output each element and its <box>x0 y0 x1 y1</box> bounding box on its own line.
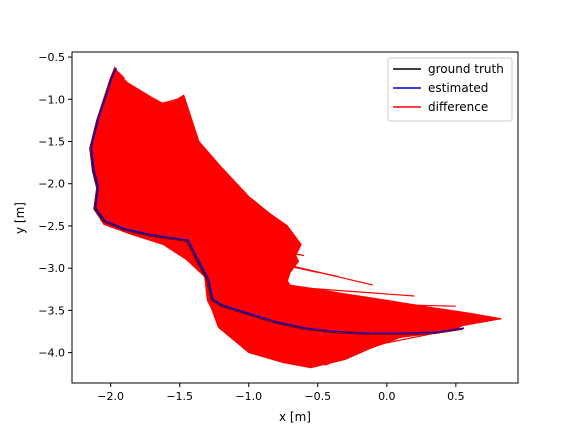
difference-segment <box>96 187 249 202</box>
legend-label-ground-truth: ground truth <box>428 62 504 76</box>
difference-lines <box>89 68 502 366</box>
difference-segment <box>211 299 456 307</box>
y-tick-label: −0.5 <box>38 51 65 64</box>
difference-segment <box>221 305 502 320</box>
difference-segment <box>331 331 353 354</box>
legend-box <box>387 57 513 122</box>
legend-label-difference: difference <box>428 100 488 114</box>
series-lines <box>89 67 465 335</box>
y-tick-label: −4.0 <box>38 347 65 360</box>
y-tick-label: −2.5 <box>38 220 65 233</box>
difference-segment <box>94 208 284 231</box>
plot-area-frame <box>71 51 519 384</box>
x-tick-label: 0.0 <box>378 390 396 403</box>
x-tick-label: 0.5 <box>447 390 465 403</box>
y-tick-label: −2.0 <box>38 178 65 191</box>
legend: ground truth estimated difference <box>387 57 513 122</box>
y-axis-label: y [m] <box>13 202 27 234</box>
difference-segment <box>96 98 178 121</box>
series-line-estimated <box>90 67 465 334</box>
y-tick-label: −3.5 <box>38 304 65 317</box>
x-axis: −2.0 −1.5 −1.0 −0.5 0.0 0.5 <box>97 383 465 403</box>
y-tick-label: −1.5 <box>38 136 65 149</box>
difference-segment <box>103 98 164 105</box>
difference-segment <box>103 221 305 257</box>
x-axis-label: x [m] <box>279 410 311 424</box>
y-tick-label: −1.0 <box>38 93 65 106</box>
difference-area <box>89 66 502 369</box>
y-axis: −0.5 −1.0 −1.5 −2.0 −2.5 −3.0 −3.5 −4.0 <box>38 51 72 360</box>
difference-segment <box>276 322 429 330</box>
x-tick-label: −0.5 <box>304 390 331 403</box>
difference-segment <box>303 332 436 360</box>
legend-label-estimated: estimated <box>428 81 488 95</box>
difference-segment <box>248 314 470 324</box>
difference-segment <box>89 147 194 151</box>
difference-segment <box>186 240 374 286</box>
difference-segment <box>110 77 139 92</box>
x-tick-label: −1.5 <box>166 390 193 403</box>
difference-segment <box>207 280 415 297</box>
difference-region <box>89 66 502 369</box>
x-tick-label: −2.0 <box>97 390 124 403</box>
y-tick-label: −3.0 <box>38 262 65 275</box>
x-tick-label: −1.0 <box>235 390 262 403</box>
difference-segment <box>114 68 125 79</box>
difference-segment <box>338 333 367 362</box>
difference-edge <box>89 68 463 335</box>
